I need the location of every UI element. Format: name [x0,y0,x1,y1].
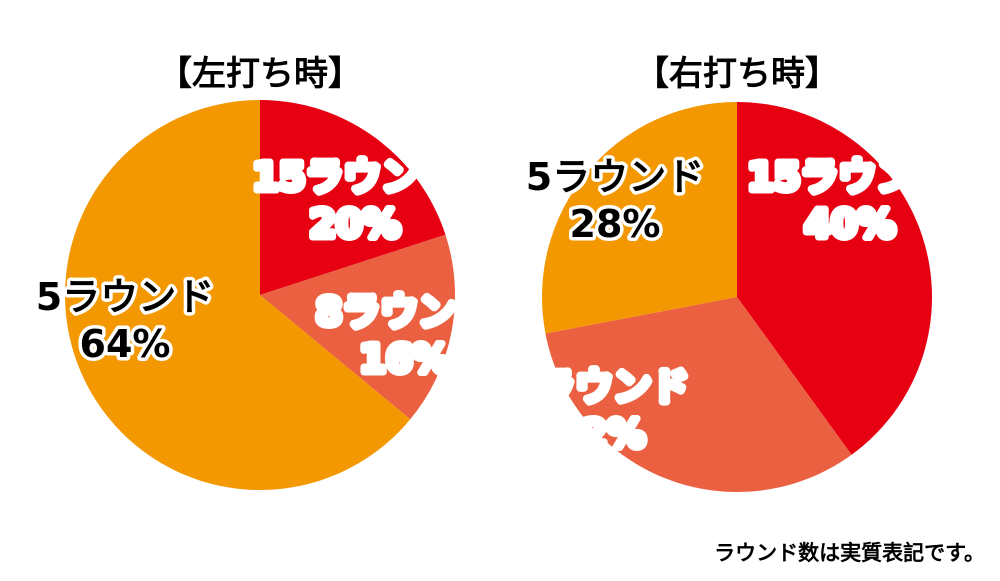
slice-label-value-right-1: 32% [555,412,646,456]
pie-slice-right-1 [545,297,852,493]
labels-layer: 15ラウンド20%8ラウンド16%5ラウンド64%15ラウンド40%8ラウンド3… [32,152,956,460]
slice-label-value-left-1: 16% [360,337,451,381]
slice-label-name-right-2: 5ラウンド [526,155,704,199]
slice-label-name-right-0: 15ラウンド [748,155,953,199]
pie-slice-right-0 [737,101,933,455]
slice-label-name-left-2: 5ラウンド [36,275,214,319]
pie-slice-right-2 [541,102,737,334]
slices-layer [65,100,933,493]
slice-label-name-left-0: 15ラウンド [253,155,458,199]
chart-title-right: 【右打ち時】 [635,54,839,94]
pie-slice-left-0 [260,100,446,295]
pie-slice-left-1 [260,234,456,420]
slice-label-value-left-0: 20% [310,202,401,246]
slice-label-value-right-0: 40% [805,202,896,246]
chart-title-left: 【左打ち時】 [158,54,362,94]
slice-label-name-right-1: 8ラウンド [511,365,689,409]
slice-label-name-left-1: 8ラウンド [316,290,494,334]
footnote: ラウンド数は実質表記です。 [714,541,985,565]
slice-label-value-right-2: 28% [570,202,661,246]
slice-label-value-left-2: 64% [80,322,171,366]
pie-slice-left-2 [65,100,411,490]
